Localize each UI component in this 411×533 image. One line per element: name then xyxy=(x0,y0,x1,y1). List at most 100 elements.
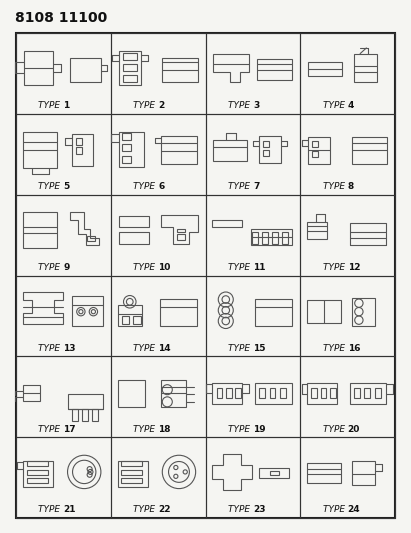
Bar xyxy=(111,437,206,518)
Text: 8: 8 xyxy=(348,182,354,191)
Bar xyxy=(118,232,148,244)
Bar xyxy=(307,383,337,404)
Bar xyxy=(217,388,222,398)
Text: TYPE: TYPE xyxy=(323,505,348,514)
Bar xyxy=(352,298,375,326)
Bar xyxy=(235,388,241,398)
Bar xyxy=(118,216,148,227)
Text: TYPE: TYPE xyxy=(133,182,158,191)
Bar xyxy=(307,222,327,239)
Text: TYPE: TYPE xyxy=(323,101,348,110)
Text: TYPE: TYPE xyxy=(228,505,253,514)
Bar xyxy=(27,478,48,483)
Bar xyxy=(255,299,292,326)
Text: TYPE: TYPE xyxy=(133,101,158,110)
Text: TYPE: TYPE xyxy=(228,425,253,433)
Text: 21: 21 xyxy=(63,505,76,514)
Bar xyxy=(23,385,39,401)
Bar xyxy=(68,394,103,409)
Bar xyxy=(354,54,377,82)
Text: TYPE: TYPE xyxy=(38,505,63,514)
Text: TYPE: TYPE xyxy=(38,263,63,272)
Bar xyxy=(122,133,131,140)
Bar xyxy=(350,223,386,238)
Bar xyxy=(312,388,317,398)
Bar xyxy=(312,141,318,147)
Bar xyxy=(375,388,381,398)
Bar xyxy=(111,276,206,357)
Bar xyxy=(23,132,57,168)
Bar xyxy=(300,437,395,518)
Bar xyxy=(364,388,370,398)
Bar xyxy=(133,317,141,325)
Text: TYPE: TYPE xyxy=(323,344,348,353)
Bar xyxy=(121,478,142,483)
Bar xyxy=(206,357,300,437)
Bar xyxy=(177,229,185,232)
Bar xyxy=(270,471,279,475)
Bar xyxy=(282,232,288,244)
Bar xyxy=(111,357,206,437)
Text: 15: 15 xyxy=(253,344,266,353)
Bar xyxy=(16,357,111,437)
Bar xyxy=(255,383,292,404)
Bar xyxy=(111,195,206,276)
Bar xyxy=(206,276,300,357)
Bar xyxy=(213,140,247,161)
Text: 24: 24 xyxy=(348,505,360,514)
Bar xyxy=(27,470,48,475)
Bar xyxy=(122,156,131,163)
Bar xyxy=(72,409,78,421)
Bar xyxy=(162,58,198,82)
Bar xyxy=(257,59,293,80)
Bar xyxy=(212,383,242,404)
Bar xyxy=(16,276,111,357)
Text: 2: 2 xyxy=(158,101,164,110)
Text: TYPE: TYPE xyxy=(38,101,63,110)
Bar xyxy=(350,383,386,404)
Bar xyxy=(118,461,148,488)
Text: TYPE: TYPE xyxy=(38,344,63,353)
Text: 7: 7 xyxy=(253,182,259,191)
Text: TYPE: TYPE xyxy=(133,344,158,353)
Bar xyxy=(352,138,387,164)
Bar xyxy=(118,380,145,407)
Text: 22: 22 xyxy=(158,505,171,514)
Bar xyxy=(122,317,129,325)
Text: TYPE: TYPE xyxy=(228,344,253,353)
Text: TYPE: TYPE xyxy=(133,425,158,433)
Bar xyxy=(206,33,300,114)
Bar xyxy=(16,437,111,518)
Text: 17: 17 xyxy=(63,425,76,433)
Bar xyxy=(111,114,206,195)
Text: 19: 19 xyxy=(253,425,266,433)
Bar xyxy=(300,357,395,437)
Bar xyxy=(24,51,53,85)
Text: 13: 13 xyxy=(63,344,76,353)
Bar xyxy=(118,132,143,167)
Bar xyxy=(330,388,335,398)
Text: TYPE: TYPE xyxy=(228,101,253,110)
Bar xyxy=(162,380,187,407)
Bar xyxy=(76,138,82,145)
Bar xyxy=(118,51,141,85)
Text: 3: 3 xyxy=(253,101,259,110)
Bar xyxy=(308,62,342,76)
Text: TYPE: TYPE xyxy=(228,182,253,191)
Text: 16: 16 xyxy=(348,344,360,353)
Bar xyxy=(252,232,258,244)
Bar xyxy=(259,469,289,478)
Bar xyxy=(27,461,48,466)
Bar xyxy=(160,299,197,326)
Bar xyxy=(226,388,232,398)
Bar xyxy=(300,33,395,114)
Bar xyxy=(263,150,269,156)
Text: TYPE: TYPE xyxy=(133,505,158,514)
Text: 8108 11100: 8108 11100 xyxy=(15,11,107,25)
Text: 4: 4 xyxy=(348,101,354,110)
Bar xyxy=(121,470,142,475)
Bar xyxy=(321,388,326,398)
Bar xyxy=(308,138,330,164)
Bar xyxy=(206,114,300,195)
Bar xyxy=(206,195,300,276)
